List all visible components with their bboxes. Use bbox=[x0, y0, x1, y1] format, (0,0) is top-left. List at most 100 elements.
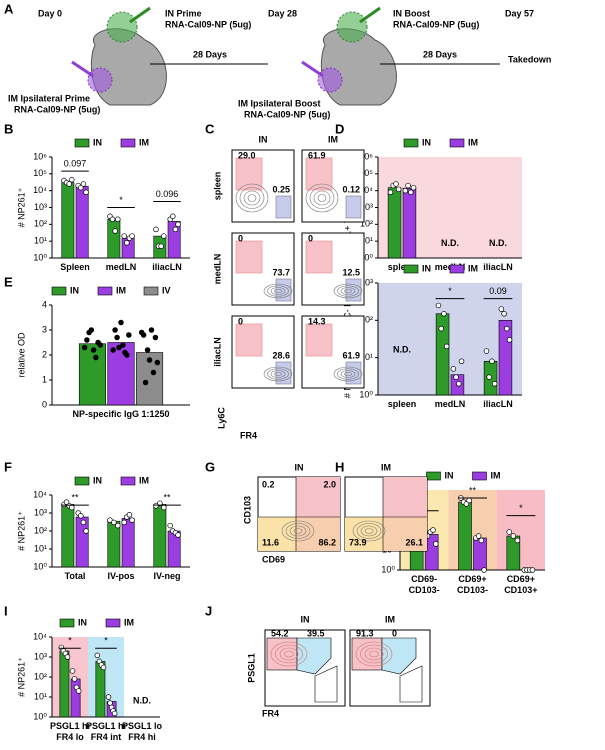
significance-label: * bbox=[448, 286, 452, 296]
dose-label: RNA-Cal09-NP (5ug) bbox=[393, 19, 479, 29]
category-background bbox=[448, 490, 497, 570]
data-point bbox=[161, 504, 167, 511]
legend-swatch bbox=[97, 286, 113, 296]
y-tick-label: 10² bbox=[34, 525, 47, 535]
data-point bbox=[142, 379, 149, 386]
legend-swatch bbox=[143, 286, 159, 296]
data-point bbox=[105, 694, 112, 700]
data-point bbox=[83, 189, 89, 196]
protocol-diagram: A Day 0 IN Prime RNA-Cal09-NP (5ug) 28 D… bbox=[4, 1, 551, 119]
contour bbox=[333, 366, 363, 382]
row-label: spleen bbox=[212, 172, 222, 201]
legend-label: IM bbox=[491, 470, 501, 480]
data-point bbox=[483, 348, 490, 354]
legend-swatch bbox=[120, 138, 136, 148]
data-point bbox=[100, 664, 107, 671]
legend-swatch bbox=[51, 286, 67, 296]
y-axis-label: # NP261⁺ bbox=[16, 187, 26, 227]
quadrant-value: 0.2 bbox=[262, 479, 275, 489]
contour bbox=[239, 187, 265, 209]
data-point bbox=[121, 519, 127, 526]
data-point bbox=[395, 186, 402, 193]
row-label: iliacLN bbox=[212, 337, 222, 367]
data-point bbox=[430, 527, 436, 533]
contour bbox=[285, 523, 311, 539]
significance-label: 0.09 bbox=[489, 286, 507, 296]
x-tick-label: PSGL1 lo FR4 hi bbox=[122, 721, 163, 742]
gate-value: 0 bbox=[238, 233, 243, 243]
bar-chart: E 0 1 2 3 4 relative OD IN IM IV NP-specific IgG 1… bbox=[4, 274, 190, 419]
contour bbox=[243, 190, 261, 206]
injection-site bbox=[106, 11, 138, 43]
y-tick-label: 0 bbox=[42, 399, 47, 409]
interval-label: 28 Days bbox=[193, 49, 227, 59]
contour bbox=[281, 520, 315, 542]
row-label: medLN bbox=[212, 254, 222, 285]
gate bbox=[305, 323, 333, 357]
bar-chart: B 10⁰ 10¹ 10² 10³ 10⁴ 10⁵ 10⁶ # NP261⁺ IN IM Spleen… bbox=[4, 121, 190, 272]
bar bbox=[498, 320, 513, 396]
legend-swatch bbox=[120, 476, 136, 486]
data-point bbox=[435, 302, 442, 309]
gate bbox=[345, 278, 362, 302]
data-point bbox=[387, 189, 394, 196]
gate bbox=[275, 195, 292, 219]
legend-label: IM bbox=[468, 137, 478, 147]
x-tick-label: NP-specific IgG 1:1250 bbox=[72, 409, 169, 419]
y-tick-label: 10¹ bbox=[34, 543, 47, 553]
y-tick-label: 10⁴ bbox=[33, 489, 47, 499]
syringe bbox=[359, 6, 381, 24]
gate-value: 0 bbox=[308, 233, 313, 243]
contour bbox=[337, 368, 359, 380]
data-point bbox=[161, 233, 167, 239]
day-label: Day 57 bbox=[505, 8, 534, 18]
bar bbox=[59, 650, 70, 718]
data-point bbox=[489, 358, 495, 365]
y-tick-label: 10⁴ bbox=[33, 631, 47, 641]
y-tick-label: 10² bbox=[360, 315, 373, 325]
y-tick-label: 1 bbox=[42, 374, 47, 384]
x-tick-label: Spleen bbox=[60, 262, 90, 272]
category-background bbox=[496, 490, 545, 570]
y-tick-label: 10⁰ bbox=[359, 252, 373, 262]
data-point bbox=[110, 347, 116, 353]
significance-label: 0.097 bbox=[64, 159, 87, 169]
y-tick-label: 10⁶ bbox=[33, 151, 47, 161]
gate bbox=[305, 240, 333, 274]
data-point bbox=[501, 311, 507, 317]
data-point bbox=[121, 233, 127, 239]
contour bbox=[293, 528, 303, 534]
injection-site bbox=[336, 11, 368, 43]
data-point bbox=[433, 541, 439, 547]
legend-label: IN bbox=[70, 285, 79, 295]
x-tick-label: medLN bbox=[435, 399, 466, 409]
data-point bbox=[148, 327, 155, 333]
data-point bbox=[109, 216, 116, 223]
data-point bbox=[69, 176, 75, 183]
contour bbox=[337, 285, 359, 297]
data-point bbox=[453, 374, 459, 380]
y-tick-label: 4 bbox=[42, 299, 47, 309]
dose-label: RNA-Cal09-NP (5ug) bbox=[14, 104, 100, 114]
contour bbox=[344, 288, 352, 294]
quadrant-value: 26.1 bbox=[405, 537, 423, 547]
data-point bbox=[114, 334, 120, 341]
not-detected-label: N.D. bbox=[441, 238, 459, 248]
gate bbox=[399, 665, 423, 703]
data-point bbox=[81, 344, 88, 351]
panel-label: G bbox=[205, 459, 215, 474]
contour bbox=[274, 371, 282, 377]
data-point bbox=[167, 522, 173, 529]
contour bbox=[364, 528, 374, 534]
legend-label: IN bbox=[93, 137, 102, 147]
x-tick-label: iliacLN bbox=[152, 262, 182, 272]
injection-site bbox=[317, 67, 343, 93]
gate-value: 0 bbox=[238, 316, 243, 326]
quadrant-value: 2.0 bbox=[323, 479, 336, 489]
legend-label: IM bbox=[139, 475, 149, 485]
bar bbox=[435, 313, 450, 396]
data-point bbox=[83, 528, 89, 534]
y-tick-label: 10⁴ bbox=[33, 185, 47, 195]
y-tick-label: 10⁴ bbox=[359, 185, 373, 195]
